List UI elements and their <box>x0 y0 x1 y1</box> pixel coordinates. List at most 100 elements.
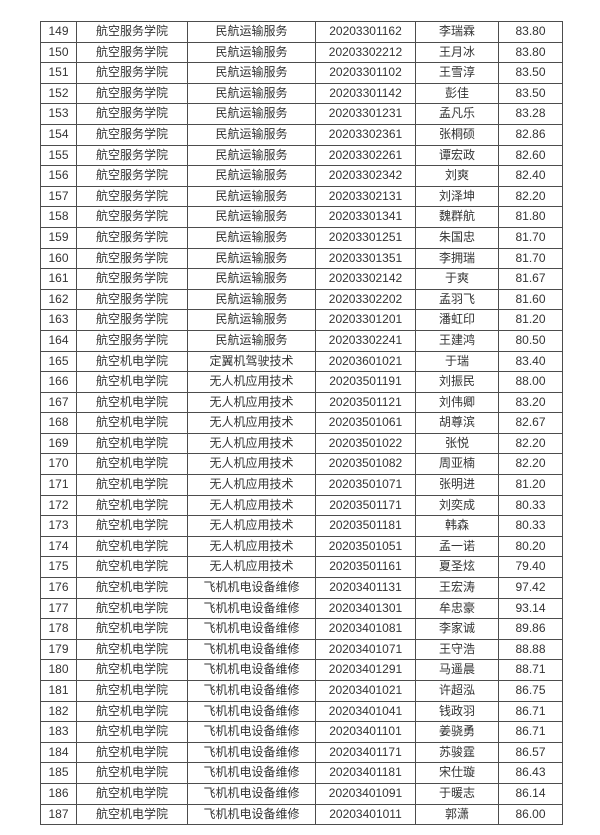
cell-candidate-id: 20203501061 <box>315 412 416 434</box>
cell-score: 88.00 <box>498 371 563 393</box>
cell-major: 民航运输服务 <box>187 185 316 208</box>
cell-candidate-id: 20203501082 <box>315 453 416 476</box>
cell-row-number: 169 <box>40 432 77 455</box>
cell-candidate-id: 20203301162 <box>315 21 416 43</box>
cell-student-name: 韩森 <box>415 515 499 537</box>
table-row: 185 航空机电学院 飞机机电设备维修 20203401181 宋仕璇 86.43 <box>40 762 563 784</box>
table-row: 164 航空服务学院 民航运输服务 20203302241 王建鸿 80.50 <box>40 329 563 352</box>
cell-major: 民航运输服务 <box>187 144 316 167</box>
cell-candidate-id: 20203301231 <box>315 103 416 125</box>
cell-major: 飞机机电设备维修 <box>187 721 316 743</box>
cell-score: 86.71 <box>498 700 563 723</box>
table-row: 153 航空服务学院 民航运输服务 20203301231 孟凡乐 83.28 <box>40 103 563 125</box>
cell-major: 飞机机电设备维修 <box>187 577 316 599</box>
cell-student-name: 刘爽 <box>415 165 499 187</box>
cell-college: 航空机电学院 <box>76 391 188 414</box>
cell-candidate-id: 20203302261 <box>315 144 416 167</box>
table-row: 183 航空机电学院 飞机机电设备维修 20203401101 姜骁勇 86.71 <box>40 721 563 743</box>
cell-major: 定翼机驾驶技术 <box>187 350 316 373</box>
cell-row-number: 160 <box>40 247 77 270</box>
table-row: 181 航空机电学院 飞机机电设备维修 20203401021 许超泓 86.75 <box>40 680 563 702</box>
cell-college: 航空服务学院 <box>76 41 188 64</box>
cell-row-number: 151 <box>40 62 77 84</box>
cell-candidate-id: 20203501121 <box>315 391 416 414</box>
cell-student-name: 王建鸿 <box>415 329 499 352</box>
table-row: 167 航空机电学院 无人机应用技术 20203501121 刘伟卿 83.20 <box>40 391 563 414</box>
cell-score: 86.57 <box>498 741 563 764</box>
cell-college: 航空机电学院 <box>76 741 188 764</box>
cell-row-number: 176 <box>40 577 77 599</box>
cell-major: 飞机机电设备维修 <box>187 762 316 784</box>
cell-score: 82.20 <box>498 453 563 476</box>
cell-score: 81.60 <box>498 288 563 311</box>
cell-score: 83.20 <box>498 391 563 414</box>
cell-row-number: 184 <box>40 741 77 764</box>
cell-college: 航空服务学院 <box>76 62 188 84</box>
cell-score: 86.75 <box>498 680 563 702</box>
table-row: 154 航空服务学院 民航运输服务 20203302361 张桐硕 82.86 <box>40 123 563 146</box>
cell-college: 航空机电学院 <box>76 453 188 476</box>
cell-candidate-id: 20203302142 <box>315 268 416 290</box>
cell-major: 无人机应用技术 <box>187 474 316 496</box>
cell-row-number: 170 <box>40 453 77 476</box>
cell-row-number: 175 <box>40 556 77 579</box>
cell-score: 83.50 <box>498 82 563 105</box>
cell-major: 民航运输服务 <box>187 123 316 146</box>
cell-major: 无人机应用技术 <box>187 391 316 414</box>
cell-candidate-id: 20203401101 <box>315 721 416 743</box>
cell-score: 81.20 <box>498 309 563 331</box>
cell-candidate-id: 20203401041 <box>315 700 416 723</box>
cell-college: 航空服务学院 <box>76 206 188 228</box>
cell-row-number: 154 <box>40 123 77 146</box>
cell-row-number: 174 <box>40 535 77 558</box>
cell-score: 89.86 <box>498 618 563 640</box>
cell-major: 无人机应用技术 <box>187 556 316 579</box>
cell-candidate-id: 20203302202 <box>315 288 416 311</box>
cell-major: 民航运输服务 <box>187 309 316 331</box>
cell-score: 82.86 <box>498 123 563 146</box>
cell-student-name: 马遥晨 <box>415 659 499 681</box>
cell-candidate-id: 20203501181 <box>315 515 416 537</box>
cell-row-number: 167 <box>40 391 77 414</box>
table-row: 173 航空机电学院 无人机应用技术 20203501181 韩森 80.33 <box>40 515 563 537</box>
cell-candidate-id: 20203501171 <box>315 494 416 517</box>
cell-row-number: 164 <box>40 329 77 352</box>
cell-candidate-id: 20203301142 <box>315 82 416 105</box>
cell-score: 80.33 <box>498 515 563 537</box>
table-row: 162 航空服务学院 民航运输服务 20203302202 孟羽飞 81.60 <box>40 288 563 311</box>
cell-candidate-id: 20203401181 <box>315 762 416 784</box>
cell-candidate-id: 20203401011 <box>315 803 416 826</box>
cell-candidate-id: 20203401171 <box>315 741 416 764</box>
cell-student-name: 谭宏政 <box>415 144 499 167</box>
cell-major: 无人机应用技术 <box>187 535 316 558</box>
table-row: 170 航空机电学院 无人机应用技术 20203501082 周亚楠 82.20 <box>40 453 563 476</box>
cell-college: 航空机电学院 <box>76 680 188 702</box>
cell-row-number: 186 <box>40 782 77 805</box>
cell-student-name: 王守浩 <box>415 638 499 661</box>
cell-major: 民航运输服务 <box>187 21 316 43</box>
cell-row-number: 166 <box>40 371 77 393</box>
cell-student-name: 李家诚 <box>415 618 499 640</box>
cell-candidate-id: 20203401021 <box>315 680 416 702</box>
cell-student-name: 许超泓 <box>415 680 499 702</box>
table-row: 180 航空机电学院 飞机机电设备维修 20203401291 马遥晨 88.71 <box>40 659 563 681</box>
cell-score: 86.00 <box>498 803 563 826</box>
table-row: 169 航空机电学院 无人机应用技术 20203501022 张悦 82.20 <box>40 432 563 455</box>
cell-row-number: 150 <box>40 41 77 64</box>
cell-row-number: 163 <box>40 309 77 331</box>
cell-row-number: 183 <box>40 721 77 743</box>
cell-student-name: 张悦 <box>415 432 499 455</box>
cell-major: 飞机机电设备维修 <box>187 659 316 681</box>
cell-row-number: 168 <box>40 412 77 434</box>
table-row: 149 航空服务学院 民航运输服务 20203301162 李瑞霖 83.80 <box>40 21 563 43</box>
table-row: 158 航空服务学院 民航运输服务 20203301341 魏群航 81.80 <box>40 206 563 228</box>
table-row: 178 航空机电学院 飞机机电设备维修 20203401081 李家诚 89.86 <box>40 618 563 640</box>
cell-student-name: 于暖志 <box>415 782 499 805</box>
cell-candidate-id: 20203302342 <box>315 165 416 187</box>
cell-student-name: 张明进 <box>415 474 499 496</box>
cell-college: 航空机电学院 <box>76 721 188 743</box>
cell-score: 83.80 <box>498 41 563 64</box>
cell-student-name: 于爽 <box>415 268 499 290</box>
cell-college: 航空机电学院 <box>76 638 188 661</box>
cell-college: 航空机电学院 <box>76 412 188 434</box>
